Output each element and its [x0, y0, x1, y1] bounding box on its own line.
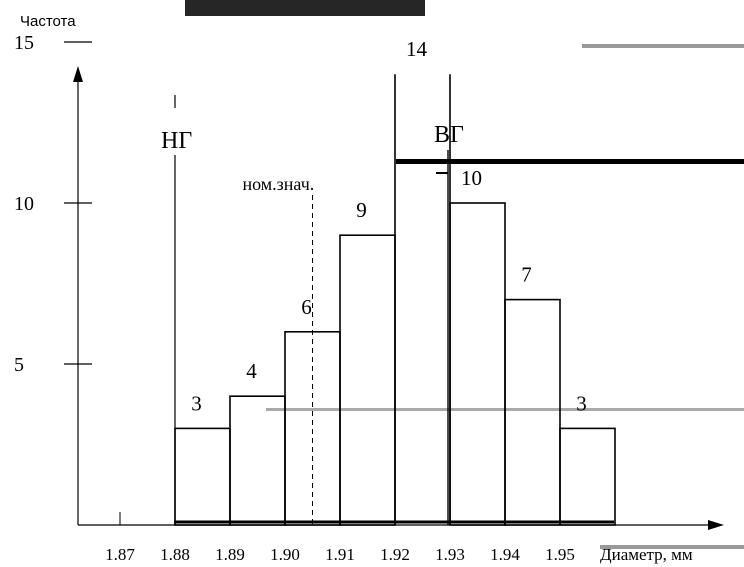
scan-artifact-upper-right: [396, 159, 744, 164]
bar: [339, 234, 396, 526]
x-tick-label: 1.93: [435, 545, 465, 564]
x-axis-label: Диаметр, мм: [600, 545, 693, 564]
bar: [229, 395, 286, 526]
scan-artifact-bottom-right: [600, 545, 744, 549]
bar: [504, 298, 561, 526]
bar-value-label: 6: [301, 295, 312, 319]
lower-limit-label: НГ: [161, 128, 192, 154]
y-ticks: 5 10 15: [14, 32, 92, 376]
artifacts: [185, 0, 744, 549]
y-tick-label: 15: [14, 32, 34, 54]
bar-value-label: 10: [461, 166, 482, 190]
bar-labels: 3 4 6 9 14 10 7 3: [191, 37, 587, 415]
bar: [559, 427, 616, 526]
x-tick-label: 1.87: [105, 545, 135, 564]
x-tick-label: 1.88: [160, 545, 190, 564]
x-tick-label: 1.91: [325, 545, 355, 564]
bar: [174, 427, 231, 526]
bar-value-label: 3: [191, 391, 202, 415]
bar-value-label: 14: [406, 37, 428, 61]
y-tick-label: 10: [14, 193, 34, 215]
scan-artifact-top-right: [582, 44, 744, 48]
bar-value-label: 3: [576, 391, 587, 415]
bars: [174, 74, 616, 526]
bar-value-label: 4: [246, 359, 257, 383]
nominal-value-label: ном.знач.: [243, 174, 315, 194]
x-tick-label: 1.92: [380, 545, 410, 564]
upper-limit-label: ВГ: [434, 122, 464, 148]
x-tick-label: 1.89: [215, 545, 245, 564]
bar: [449, 202, 506, 526]
y-axis-label: Частота: [20, 13, 76, 30]
x-axis-arrow: [708, 520, 724, 530]
bar-value-label: 7: [521, 263, 532, 287]
y-axis-arrow: [73, 66, 83, 82]
x-tick-label: 1.94: [490, 545, 520, 564]
annotations: НГ ВГ ном.знач.: [161, 95, 464, 525]
x-tick-label: 1.95: [545, 545, 575, 564]
bar-value-label: 9: [356, 198, 367, 222]
scan-artifact-top-left: [185, 0, 425, 16]
x-tick-label: 1.90: [270, 545, 300, 564]
y-tick-label: 5: [14, 354, 24, 376]
